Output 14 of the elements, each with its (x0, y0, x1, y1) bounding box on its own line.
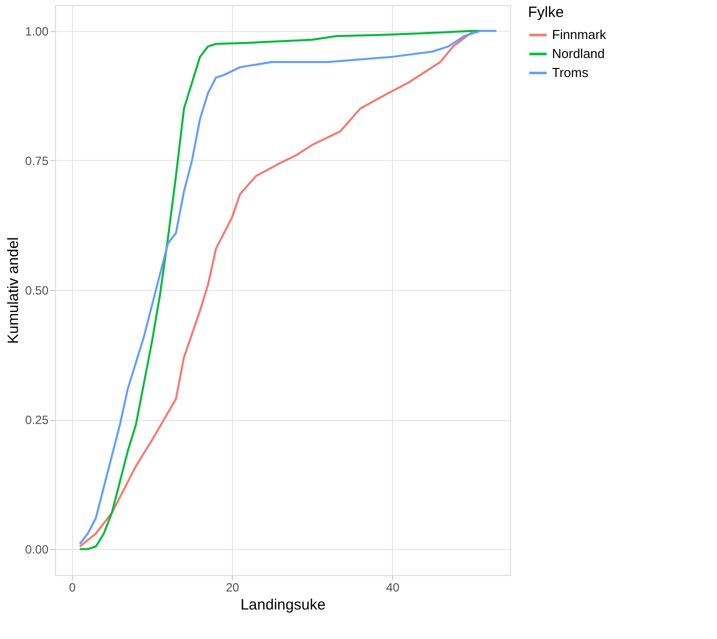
legend-title: Fylke (528, 4, 564, 21)
y-tick-label: 0.00 (25, 542, 49, 557)
y-tick-label: 0.75 (25, 154, 49, 168)
y-tick-label: 0.50 (25, 284, 49, 298)
legend-label: Troms (552, 65, 589, 80)
x-axis-title: Landingsuke (240, 596, 326, 614)
legend-label: Finnmark (552, 27, 607, 42)
x-tick-label: 20 (226, 580, 240, 594)
y-tick-label: 1.00 (25, 24, 49, 38)
x-tick-label: 40 (386, 580, 400, 594)
y-axis-title: Kumulativ andel (5, 237, 22, 344)
x-tick-label: 0 (68, 580, 76, 594)
y-tick-label: 0.25 (25, 413, 49, 428)
legend-label: Nordland (552, 46, 605, 61)
